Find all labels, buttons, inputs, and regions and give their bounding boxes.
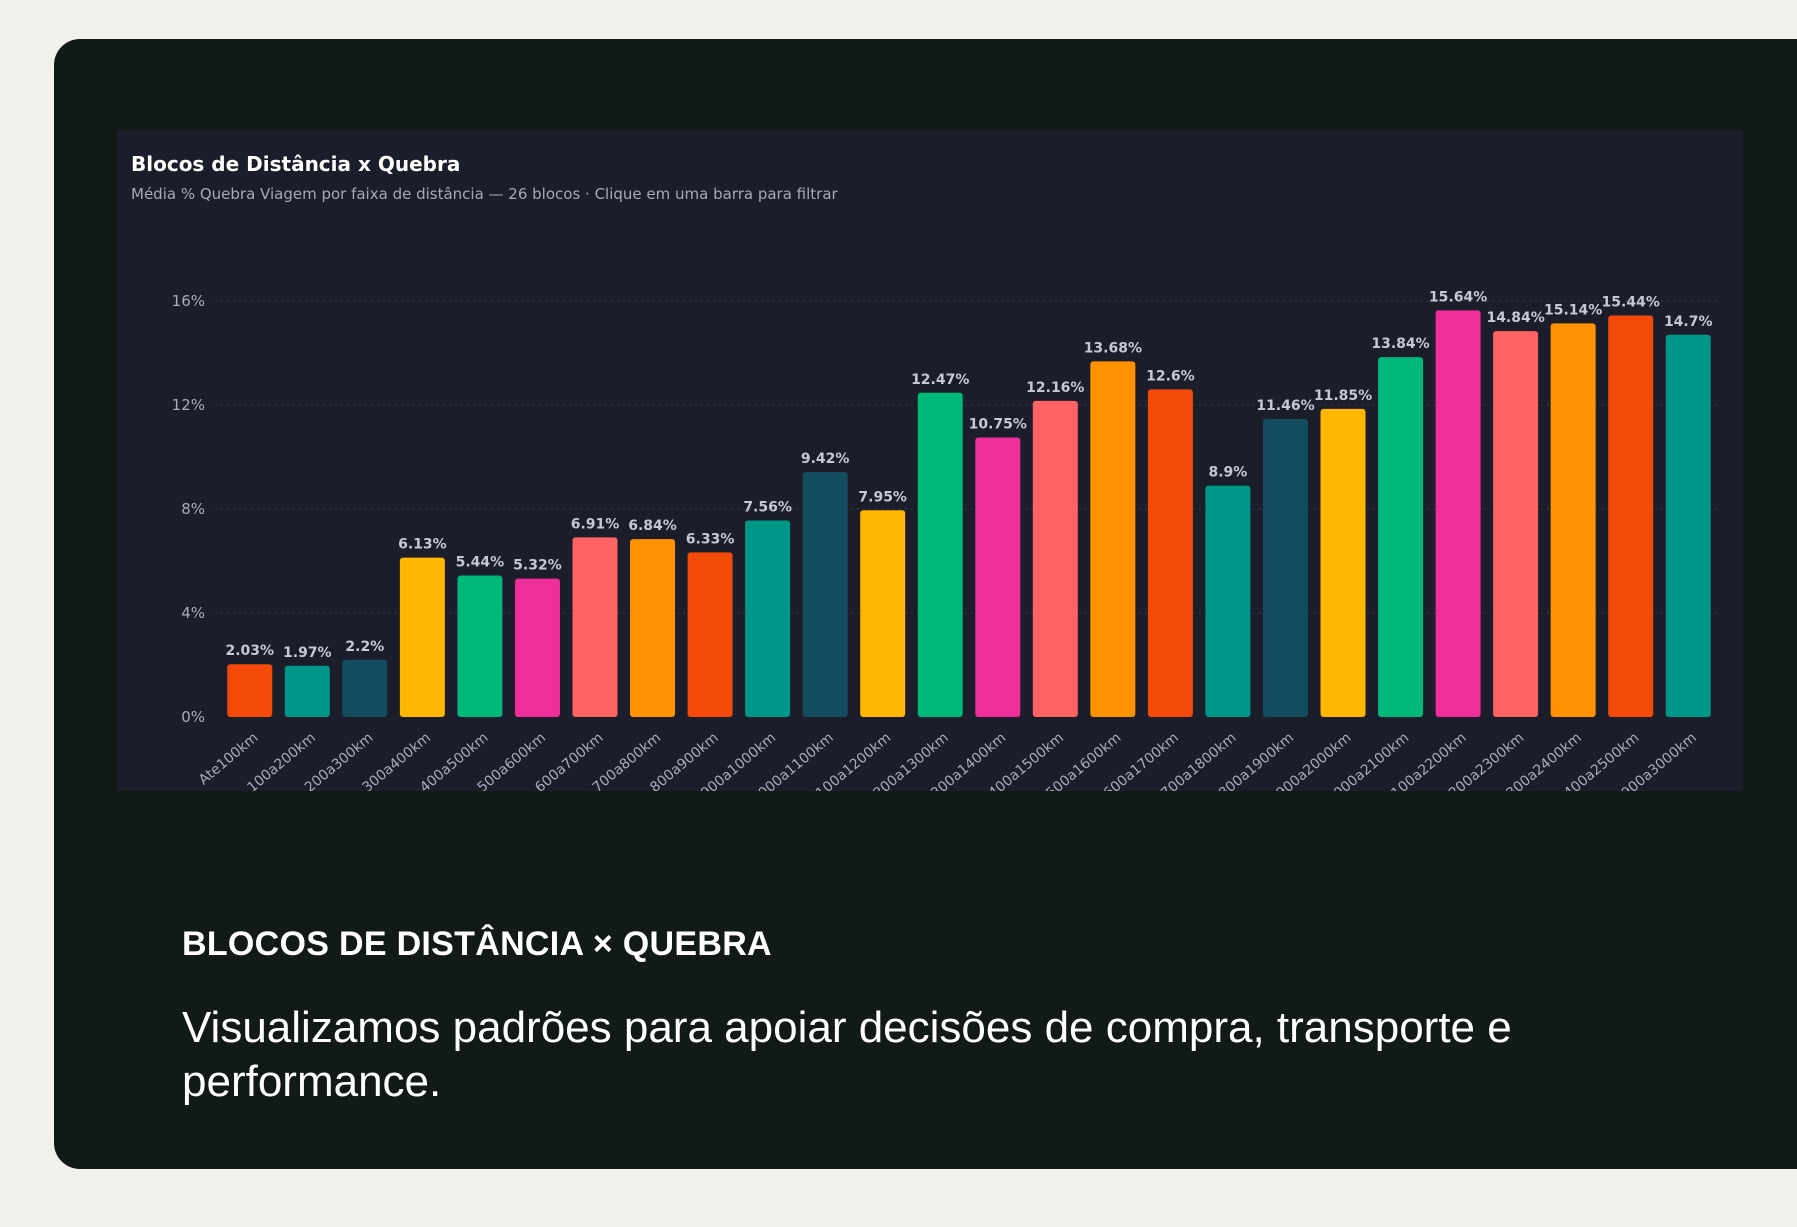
caption-body: Visualizamos padrões para apoiar decisõe…	[182, 1003, 1512, 1106]
data-label: 14.7%	[1664, 314, 1713, 330]
caption-heading: BLOCOS DE DISTÂNCIA × QUEBRA	[182, 925, 772, 963]
data-label: 15.14%	[1544, 302, 1602, 318]
chart-panel: Blocos de Distância x Quebra Média % Que…	[117, 130, 1743, 791]
bar[interactable]	[745, 520, 791, 717]
bar[interactable]	[1378, 357, 1424, 717]
bar[interactable]	[1090, 361, 1136, 717]
bar[interactable]	[687, 552, 733, 717]
bar[interactable]	[1665, 334, 1711, 717]
bar[interactable]	[1493, 331, 1539, 717]
bar[interactable]	[630, 539, 676, 717]
y-tick-label: 16%	[172, 292, 205, 310]
data-label: 11.46%	[1256, 398, 1314, 414]
data-label: 15.44%	[1602, 295, 1660, 311]
y-tick-label: 8%	[181, 500, 205, 518]
bar[interactable]	[802, 472, 848, 717]
y-tick-label: 4%	[181, 604, 205, 622]
bar[interactable]	[1608, 315, 1654, 717]
data-label: 6.84%	[628, 518, 677, 534]
bar[interactable]	[399, 557, 445, 717]
data-label: 15.64%	[1429, 289, 1487, 305]
bar[interactable]	[917, 392, 963, 717]
bar[interactable]	[1550, 323, 1596, 717]
data-label: 10.75%	[969, 417, 1027, 433]
data-label: 9.42%	[801, 451, 850, 467]
data-label: 11.85%	[1314, 388, 1372, 404]
content-card: Blocos de Distância x Quebra Média % Que…	[54, 39, 1797, 1169]
data-label: 2.2%	[345, 639, 384, 655]
data-label: 2.03%	[225, 643, 274, 659]
data-label: 5.32%	[513, 558, 562, 574]
data-label: 1.97%	[283, 645, 332, 661]
data-label: 12.47%	[911, 372, 969, 388]
data-label: 12.6%	[1146, 368, 1195, 384]
data-label: 14.84%	[1486, 310, 1544, 326]
data-label: 13.84%	[1371, 336, 1429, 352]
data-label: 6.91%	[571, 516, 620, 532]
bar[interactable]	[227, 664, 273, 717]
bar[interactable]	[457, 575, 503, 717]
data-label: 12.16%	[1026, 380, 1084, 396]
bar[interactable]	[1205, 485, 1251, 717]
bar[interactable]	[1320, 408, 1366, 717]
chart-title: Blocos de Distância x Quebra	[131, 152, 461, 176]
data-label: 6.13%	[398, 537, 447, 553]
bar[interactable]	[975, 437, 1021, 718]
data-label: 7.95%	[858, 489, 907, 505]
data-label: 6.33%	[686, 531, 735, 547]
bar[interactable]	[284, 665, 330, 717]
data-label: 5.44%	[456, 555, 505, 571]
bar[interactable]	[572, 537, 618, 717]
bar[interactable]	[1435, 310, 1481, 717]
bar[interactable]	[1147, 389, 1193, 717]
bar[interactable]	[342, 659, 388, 717]
bar[interactable]	[1262, 419, 1308, 717]
y-tick-label: 12%	[172, 396, 205, 414]
data-label: 13.68%	[1084, 340, 1142, 356]
data-label: 8.9%	[1209, 465, 1248, 481]
bar[interactable]	[860, 510, 906, 717]
y-tick-label: 0%	[181, 708, 205, 726]
bar[interactable]	[1032, 400, 1078, 717]
bar-chart: 0%4%8%12%16%2.03%Ate100km1.97%100a200km2…	[172, 289, 1717, 791]
chart-subtitle: Média % Quebra Viagem por faixa de distâ…	[131, 185, 838, 203]
bar[interactable]	[514, 578, 560, 717]
data-label: 7.56%	[743, 499, 792, 515]
